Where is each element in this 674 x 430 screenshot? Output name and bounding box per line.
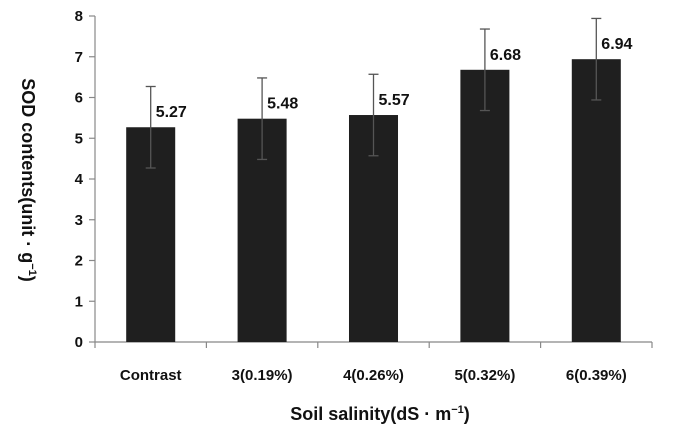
x-tick-label: 3(0.19%) — [232, 367, 293, 384]
y-tick-label: 3 — [75, 212, 83, 229]
x-axis-title-superscript: −1 — [451, 404, 464, 416]
y-tick-label: 5 — [75, 130, 83, 147]
bar — [571, 59, 621, 342]
data-label: 6.94 — [601, 36, 632, 53]
data-label: 5.48 — [267, 96, 298, 113]
bar — [460, 69, 510, 342]
x-tick-label: 6(0.39%) — [566, 367, 627, 384]
y-tick-label: 1 — [75, 293, 83, 310]
x-tick-label: 4(0.26%) — [343, 367, 404, 384]
data-label: 5.57 — [379, 92, 410, 109]
data-label: 6.68 — [490, 47, 521, 64]
x-tick-label: 5(0.32%) — [454, 367, 515, 384]
y-axis-title: SOD contents(unit · g−1) — [18, 78, 38, 282]
y-tick-label: 6 — [75, 90, 83, 107]
y-tick-label: 4 — [75, 171, 84, 188]
plot-area: 0 1 2 3 4 5 6 7 8 5.27 Contrast 5.48 3(0.19%) 5.57 4(0… — [75, 8, 653, 384]
y-tick-label: 7 — [75, 49, 83, 66]
y-tick-label: 0 — [75, 334, 83, 351]
x-axis-title-main: Soil salinity(dS · m — [290, 404, 451, 424]
y-tick-label: 8 — [75, 8, 83, 25]
y-axis-title-end: ) — [18, 276, 38, 282]
data-label: 5.27 — [156, 104, 187, 121]
y-tick-label: 2 — [75, 253, 83, 270]
svg-text:SOD contents(unit · g−1): SOD contents(unit · g−1) — [18, 78, 38, 282]
x-axis-title-end: ) — [464, 404, 470, 424]
svg-text:Soil salinity(dS · m−1): Soil salinity(dS · m−1) — [290, 404, 470, 424]
x-tick-label: Contrast — [120, 367, 182, 384]
y-axis-title-main: SOD contents(unit · g — [18, 78, 38, 263]
y-axis-title-superscript: −1 — [26, 263, 38, 276]
x-axis-title: Soil salinity(dS · m−1) — [290, 404, 470, 424]
